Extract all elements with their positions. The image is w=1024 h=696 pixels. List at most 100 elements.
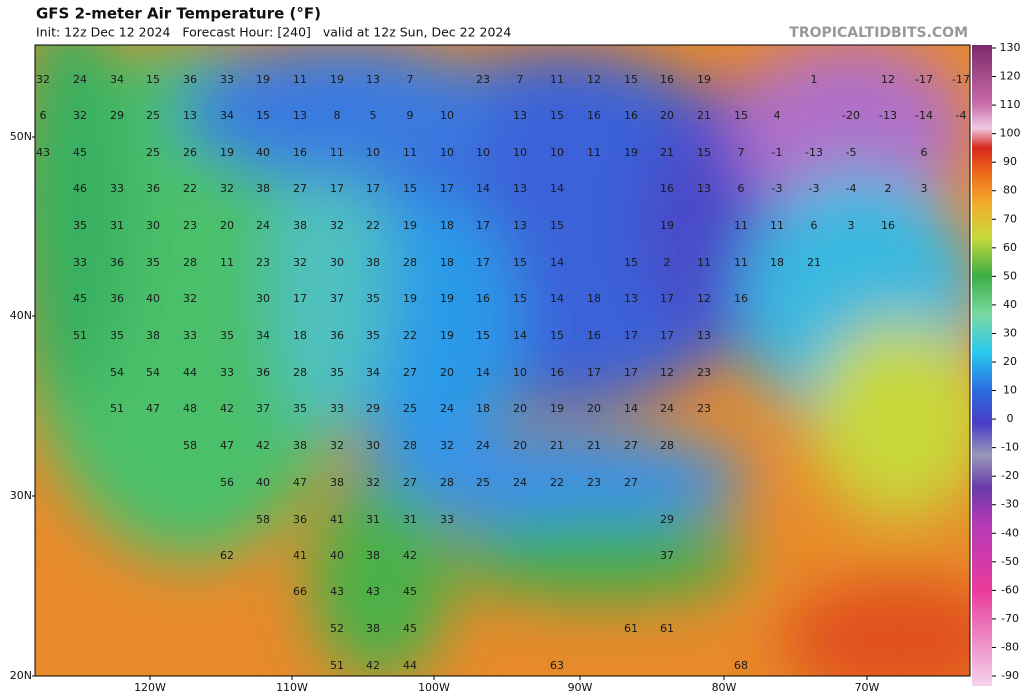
station-value: 17: [587, 366, 601, 379]
station-value: 21: [660, 146, 674, 159]
station-value: 20: [513, 402, 527, 415]
station-value: 31: [403, 513, 417, 526]
station-value: 58: [183, 439, 197, 452]
station-value: 23: [256, 256, 270, 269]
station-value: 21: [807, 256, 821, 269]
station-value: 32: [330, 439, 344, 452]
station-value: 33: [73, 256, 87, 269]
station-value: -20: [842, 109, 860, 122]
station-value: 19: [440, 329, 454, 342]
station-value: 56: [220, 476, 234, 489]
station-value: 35: [366, 329, 380, 342]
colorbar-label: 40: [1003, 298, 1017, 311]
colorbar-label: 10: [1003, 384, 1017, 397]
station-value: 34: [366, 366, 380, 379]
lon-label: 120W: [134, 681, 166, 694]
station-value: 36: [110, 292, 124, 305]
station-value: 35: [330, 366, 344, 379]
station-value: 44: [403, 659, 417, 672]
station-value: 62: [220, 549, 234, 562]
station-value: 27: [624, 476, 638, 489]
station-value: 42: [220, 402, 234, 415]
station-value: 27: [403, 476, 417, 489]
station-value: 33: [220, 366, 234, 379]
station-value: 13: [366, 73, 380, 86]
station-value: 14: [624, 402, 638, 415]
station-value: 42: [403, 549, 417, 562]
station-value: 12: [587, 73, 601, 86]
lat-label: 30N: [10, 489, 32, 502]
station-value: 24: [73, 73, 87, 86]
colorbar-label: 110: [1000, 98, 1021, 111]
station-value: 7: [738, 146, 745, 159]
station-value: 20: [660, 109, 674, 122]
station-value: 15: [624, 73, 638, 86]
station-value: 6: [738, 182, 745, 195]
station-value: 14: [476, 366, 490, 379]
colorbar-label: -80: [1001, 640, 1019, 653]
colorbar-label: 120: [1000, 70, 1021, 83]
station-value: 61: [660, 622, 674, 635]
station-value: 25: [476, 476, 490, 489]
station-value: 2: [664, 256, 671, 269]
station-value: 54: [146, 366, 160, 379]
colorbar-label: 20: [1003, 355, 1017, 368]
station-value: 20: [587, 402, 601, 415]
station-value: 15: [550, 109, 564, 122]
colorbar-label: 90: [1003, 155, 1017, 168]
station-value: 11: [770, 219, 784, 232]
station-value: 17: [624, 329, 638, 342]
station-value: 37: [330, 292, 344, 305]
station-value: 6: [921, 146, 928, 159]
colorbar-label: 130: [1000, 41, 1021, 54]
station-value: 35: [220, 329, 234, 342]
colorbar-label: -60: [1001, 583, 1019, 596]
station-value: 38: [366, 256, 380, 269]
station-value: 38: [146, 329, 160, 342]
station-value: 23: [587, 476, 601, 489]
station-value: 51: [330, 659, 344, 672]
station-value: 30: [330, 256, 344, 269]
station-value: 32: [220, 182, 234, 195]
station-value: 34: [220, 109, 234, 122]
station-value: 17: [624, 366, 638, 379]
station-value: 41: [330, 513, 344, 526]
station-value: -3: [772, 182, 783, 195]
station-value: 8: [334, 109, 341, 122]
station-value: 47: [220, 439, 234, 452]
station-value: 6: [811, 219, 818, 232]
colorbar-label: 60: [1003, 241, 1017, 254]
lat-label: 50N: [10, 130, 32, 143]
station-value: 11: [587, 146, 601, 159]
station-value: 19: [220, 146, 234, 159]
station-value: 15: [734, 109, 748, 122]
colorbar-label: 30: [1003, 326, 1017, 339]
station-value: 20: [440, 366, 454, 379]
station-value: 33: [183, 329, 197, 342]
station-value: 12: [660, 366, 674, 379]
station-value: 13: [183, 109, 197, 122]
station-value: 28: [293, 366, 307, 379]
colorbar-label: -10: [1001, 441, 1019, 454]
station-value: 38: [366, 549, 380, 562]
station-value: 37: [660, 549, 674, 562]
station-value: 15: [624, 256, 638, 269]
station-value: 1: [811, 73, 818, 86]
station-value: 16: [587, 109, 601, 122]
station-value: 7: [517, 73, 524, 86]
station-value: 30: [256, 292, 270, 305]
station-value: 54: [110, 366, 124, 379]
station-value: 43: [366, 585, 380, 598]
station-value: 9: [407, 109, 414, 122]
station-value: 21: [587, 439, 601, 452]
station-value: 32: [330, 219, 344, 232]
colorbar: [972, 45, 992, 686]
station-value: 18: [587, 292, 601, 305]
station-value: 31: [366, 513, 380, 526]
station-value: 24: [440, 402, 454, 415]
station-value: 27: [403, 366, 417, 379]
lon-label: 100W: [418, 681, 450, 694]
station-value: 17: [440, 182, 454, 195]
station-value: 19: [697, 73, 711, 86]
